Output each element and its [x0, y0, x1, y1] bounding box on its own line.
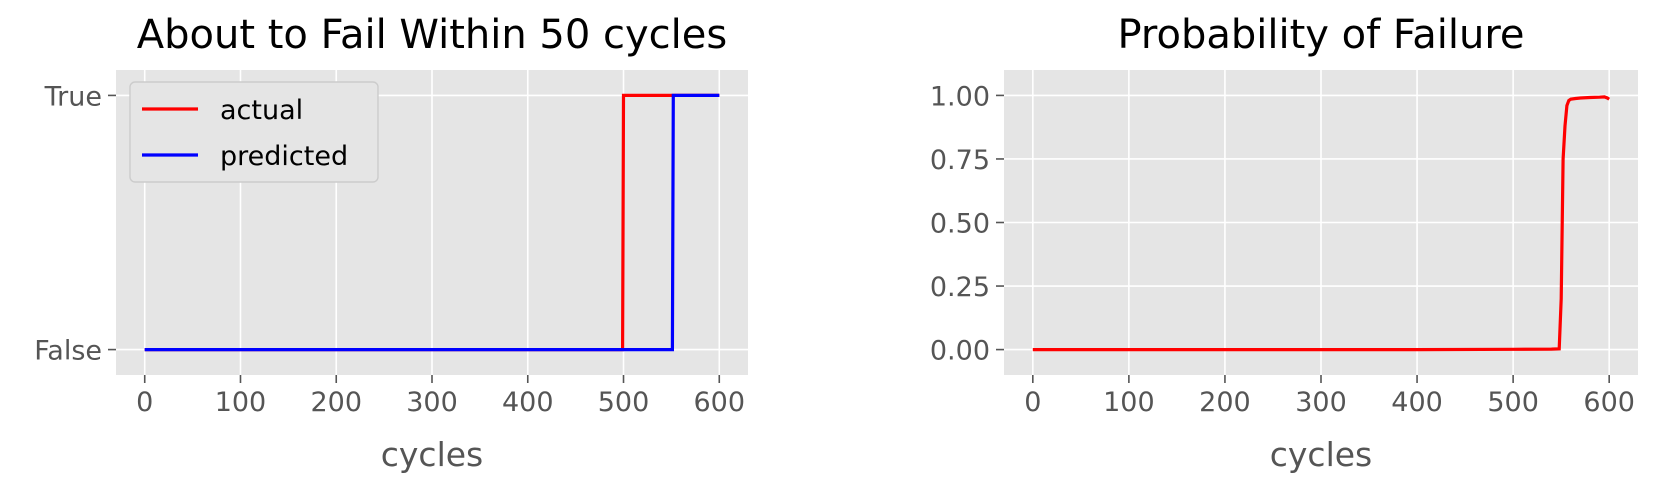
series-line-probability — [1032, 95, 1611, 352]
y-tick-label: 0.50 — [930, 209, 990, 240]
x-tick-label: 200 — [1199, 387, 1251, 418]
chart-title: About to Fail Within 50 cycles — [137, 12, 727, 58]
legend-box — [129, 81, 379, 183]
chart-failure-probability: 0 100 200 300 400 500 6000.000.250.500.751.00 … — [930, 12, 1638, 474]
x-axis-label: cycles — [381, 435, 483, 474]
series-line-predicted — [144, 93, 720, 352]
x-tick-label: 600 — [693, 387, 745, 418]
x-tick-label: 0 — [1024, 387, 1041, 418]
y-tick-label: 0.00 — [930, 336, 990, 367]
chart-failure-flag: 0 100 200 300 400 500 600 False True actual predic… — [34, 12, 748, 474]
y-tick-label: 0.75 — [930, 145, 990, 176]
plot-area: 0 100 200 300 400 500 600 False True actual predic… — [34, 70, 748, 418]
x-tick-label: 600 — [1583, 387, 1635, 418]
chart-title: Probability of Failure — [1117, 12, 1524, 58]
x-tick-label: 400 — [1391, 387, 1443, 418]
x-tick-label: 500 — [1487, 387, 1539, 418]
legend-label-predicted: predicted — [220, 141, 348, 172]
y-tick-label: 1.00 — [930, 81, 990, 112]
x-tick-label: 300 — [406, 387, 458, 418]
x-tick-label: 400 — [502, 387, 554, 418]
x-tick-label: 0 — [136, 387, 153, 418]
x-tick-label: 100 — [1103, 387, 1155, 418]
y-tick-label: False — [34, 336, 102, 367]
x-tick-label: 500 — [598, 387, 650, 418]
x-tick-label: 100 — [215, 387, 267, 418]
x-tick-label: 200 — [310, 387, 362, 418]
legend-label-actual: actual — [220, 95, 303, 126]
x-tick-label: 300 — [1295, 387, 1347, 418]
plot-area: 0 100 200 300 400 500 600 0.00 0.25 0.50 0.75 1.00 — [930, 70, 1638, 418]
y-tick-label: 0.25 — [930, 272, 990, 303]
x-axis-label: cycles — [1270, 435, 1372, 474]
y-tick-label: True — [44, 81, 102, 112]
legend: actual predicted — [129, 81, 379, 183]
